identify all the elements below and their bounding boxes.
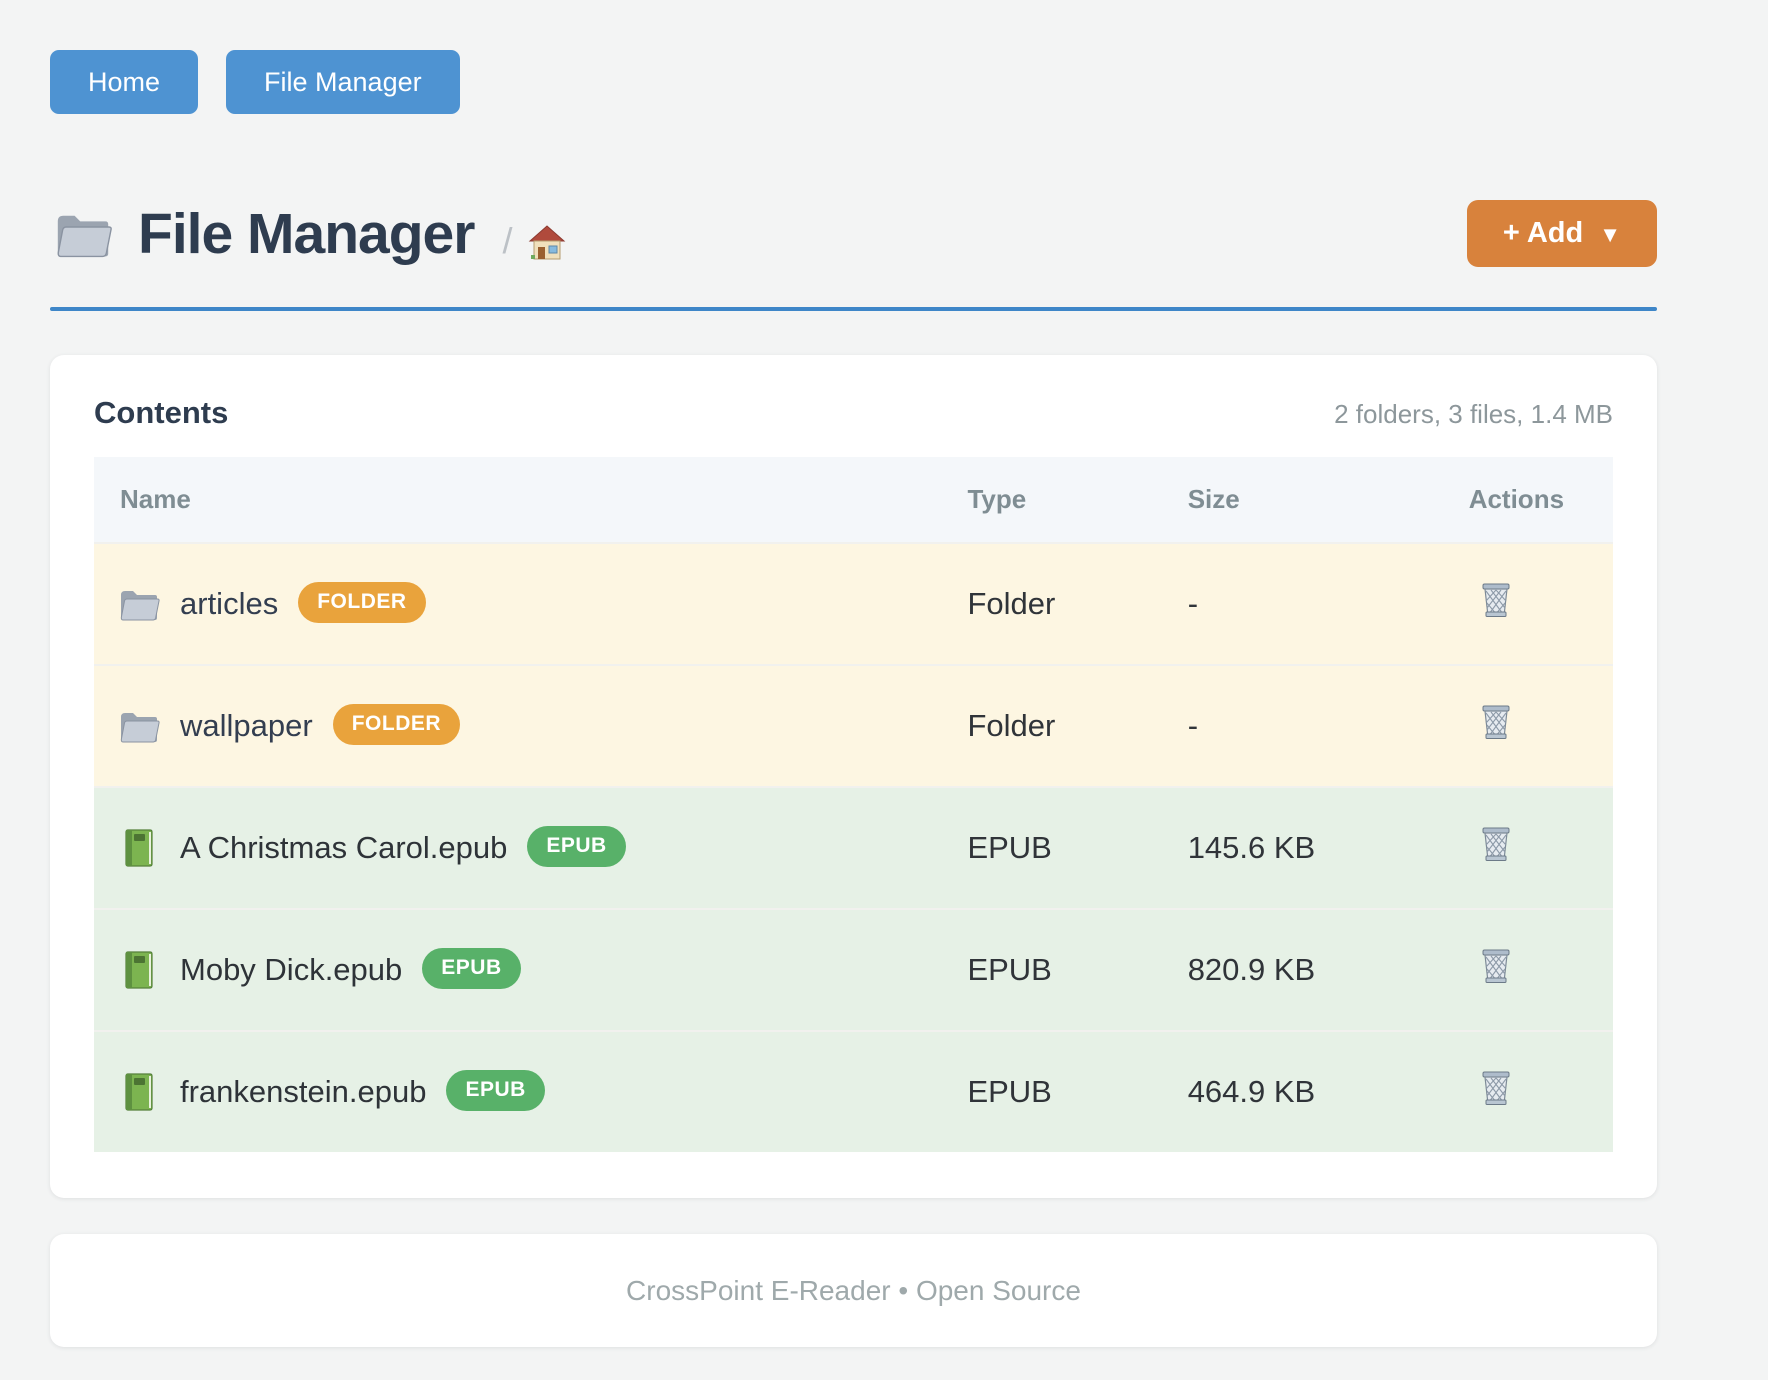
file-type: EPUB [967, 1074, 1052, 1109]
column-header-size: Size [1187, 484, 1240, 514]
delete-button[interactable] [1469, 702, 1515, 742]
delete-button[interactable] [1469, 580, 1515, 620]
column-header-actions: Actions [1468, 484, 1565, 514]
book-icon [125, 829, 153, 867]
folder-icon [120, 712, 160, 743]
folder-icon [120, 590, 160, 621]
column-header-type: Type [967, 484, 1027, 514]
add-button[interactable]: + Add ▼ [1466, 200, 1657, 267]
footer-text: CrossPoint E-Reader • Open Source [626, 1274, 1081, 1306]
file-type: EPUB [967, 830, 1052, 865]
page-title: File Manager [138, 201, 475, 266]
trash-icon [1482, 1071, 1510, 1106]
contents-summary: 2 folders, 3 files, 1.4 MB [1334, 399, 1613, 429]
type-badge: FOLDER [332, 703, 461, 745]
table-row: Moby Dick.epub EPUB EPUB 820.9 KB [94, 909, 1613, 1031]
book-icon [125, 951, 153, 989]
type-badge: FOLDER [298, 581, 426, 623]
contents-card: Contents 2 folders, 3 files, 1.4 MB Name… [50, 355, 1657, 1198]
table-header-row: Name Type Size Actions [94, 457, 1613, 543]
home-icon[interactable] [526, 220, 568, 262]
file-table-body: articles FOLDER Folder - wallpaper FOLDE… [94, 543, 1613, 1152]
file-name[interactable]: A Christmas Carol.epub [180, 830, 508, 865]
type-badge: EPUB [527, 825, 626, 867]
book-icon [125, 1073, 153, 1111]
file-size: - [1187, 708, 1199, 743]
file-table: Name Type Size Actions articles FOLDER F… [94, 457, 1613, 1152]
delete-button[interactable] [1469, 1068, 1515, 1108]
add-button-label: + Add [1502, 217, 1584, 249]
header-divider [50, 307, 1657, 311]
trash-icon [1482, 949, 1510, 984]
contents-heading: Contents [94, 395, 229, 430]
column-header-name: Name [120, 484, 191, 514]
delete-button[interactable] [1469, 946, 1515, 986]
footer: CrossPoint E-Reader • Open Source [50, 1234, 1657, 1347]
file-type: Folder [967, 586, 1056, 621]
file-size: - [1187, 586, 1199, 621]
file-type: EPUB [967, 952, 1052, 987]
file-type: Folder [967, 708, 1056, 743]
file-name[interactable]: frankenstein.epub [180, 1074, 427, 1109]
trash-icon [1482, 583, 1510, 618]
breadcrumb: / [502, 220, 568, 262]
trash-icon [1482, 705, 1510, 740]
file-name[interactable]: wallpaper [180, 708, 313, 743]
table-row: frankenstein.epub EPUB EPUB 464.9 KB [94, 1031, 1613, 1152]
table-row: A Christmas Carol.epub EPUB EPUB 145.6 K… [94, 787, 1613, 909]
file-name[interactable]: articles [180, 586, 279, 621]
trash-icon [1482, 827, 1510, 862]
type-badge: EPUB [446, 1069, 545, 1111]
breadcrumb-separator: / [502, 219, 513, 261]
chevron-down-icon: ▼ [1599, 221, 1621, 247]
type-badge: EPUB [422, 947, 521, 989]
top-nav: Home File Manager [50, 0, 1657, 114]
file-size: 464.9 KB [1187, 1074, 1316, 1109]
file-size: 820.9 KB [1187, 952, 1316, 987]
nav-file-manager-button[interactable]: File Manager [226, 50, 460, 114]
delete-button[interactable] [1469, 824, 1515, 864]
file-size: 145.6 KB [1187, 830, 1316, 865]
page-header: File Manager / + Add ▼ [50, 200, 1657, 267]
table-row: wallpaper FOLDER Folder - [94, 665, 1613, 787]
folder-icon [57, 214, 112, 257]
table-row: articles FOLDER Folder - [94, 543, 1613, 665]
file-name[interactable]: Moby Dick.epub [180, 952, 403, 987]
nav-home-button[interactable]: Home [50, 50, 199, 114]
